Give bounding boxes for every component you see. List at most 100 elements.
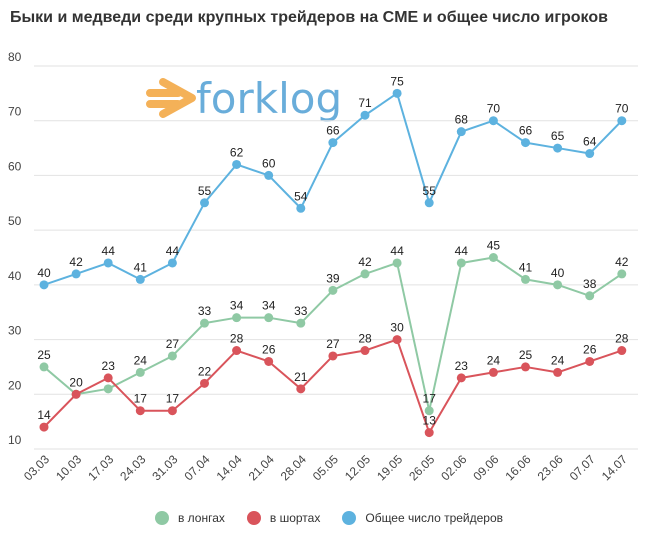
data-point [553, 367, 563, 377]
data-label: 24 [487, 353, 501, 367]
data-label: 55 [423, 184, 437, 198]
legend-swatch-icon [154, 511, 169, 525]
data-point [521, 362, 530, 372]
data-label: 28 [358, 332, 372, 346]
data-label: 55 [198, 184, 212, 198]
data-point [521, 138, 530, 148]
x-tick-label: 16.06 [502, 452, 533, 483]
legend-label: в шортах [269, 511, 321, 525]
legend: в лонгах в шортах Общее число трейдеров [0, 511, 658, 525]
data-label: 17 [134, 392, 148, 406]
data-point [232, 159, 242, 169]
data-label: 64 [583, 135, 597, 149]
data-label: 41 [519, 260, 533, 274]
data-point [392, 258, 402, 268]
data-point [456, 373, 466, 383]
data-label: 13 [423, 414, 437, 428]
data-point [424, 198, 434, 208]
data-point [328, 351, 338, 361]
data-label: 28 [230, 332, 244, 346]
x-tick-label: 07.04 [181, 452, 212, 483]
data-label: 24 [134, 353, 148, 367]
x-tick-label: 17.03 [85, 452, 116, 483]
series-3: 40 42 44 41 44 55 62 60 54 66 71 75 55 68 70 66 65 64 70 [37, 74, 629, 290]
x-tick-label: 14.07 [599, 452, 630, 483]
legend-swatch-icon [246, 511, 261, 525]
data-point [488, 367, 498, 377]
x-tick-label: 19.05 [374, 452, 405, 483]
data-point [200, 198, 209, 208]
data-point [264, 170, 274, 180]
data-point [553, 280, 563, 290]
data-label: 28 [615, 332, 629, 346]
data-label: 75 [390, 74, 404, 88]
data-label: 26 [262, 342, 276, 356]
series-2: 14 23 17 17 22 28 26 21 27 28 30 13 23 24 25 24 26 28 [37, 321, 629, 438]
data-label: 33 [294, 304, 308, 318]
legend-item: Общее число трейдеров [342, 511, 503, 525]
data-label: 70 [615, 102, 629, 116]
data-label: 44 [166, 244, 180, 258]
chart-title: Быки и медведи среди крупных трейдеров н… [10, 9, 608, 26]
data-point [71, 389, 81, 399]
y-axis: 10 20 30 40 50 60 70 80 [8, 50, 22, 447]
x-tick-label: 10.03 [53, 452, 84, 483]
data-label: 40 [551, 266, 565, 280]
data-point [456, 258, 466, 268]
legend-label: Общее число трейдеров [365, 511, 504, 525]
x-tick-label: 05.05 [310, 452, 341, 483]
data-point [135, 406, 145, 416]
data-label: 27 [166, 337, 180, 351]
data-label: 23 [455, 359, 469, 373]
y-tick-label: 60 [8, 159, 22, 173]
data-point [135, 367, 145, 377]
y-tick-label: 80 [8, 50, 22, 64]
data-label: 44 [455, 244, 469, 258]
series-1: 25 20 24 27 33 34 34 33 39 42 44 17 44 45 41 40 38 42 [37, 239, 629, 416]
legend-item: в шортах [246, 511, 321, 525]
data-point [488, 116, 498, 126]
data-label: 71 [358, 96, 372, 110]
data-point [521, 274, 530, 284]
x-tick-label: 09.06 [470, 452, 501, 483]
data-point [360, 269, 370, 279]
data-label: 26 [583, 342, 597, 356]
data-point [103, 384, 113, 394]
x-tick-label: 12.05 [342, 452, 373, 483]
data-point [200, 318, 209, 328]
data-label: 34 [230, 299, 244, 313]
data-label: 17 [423, 392, 437, 406]
x-tick-label: 14.04 [214, 452, 245, 483]
data-label: 62 [230, 145, 244, 159]
data-label: 24 [551, 353, 565, 367]
data-point [264, 313, 274, 323]
y-tick-label: 50 [8, 214, 22, 228]
data-label: 40 [37, 266, 51, 280]
data-label: 33 [198, 304, 212, 318]
series-group: 25 20 24 27 33 34 34 33 39 42 44 17 44 45 41 40 38 42 14 23… [37, 74, 629, 438]
data-label: 42 [615, 255, 629, 269]
data-label: 38 [583, 277, 597, 291]
data-label: 66 [519, 124, 533, 138]
data-label: 42 [69, 255, 83, 269]
x-tick-label: 02.06 [438, 452, 469, 483]
data-label: 25 [519, 348, 533, 362]
data-point [103, 373, 113, 383]
forklog-watermark-text: forklog [196, 74, 342, 123]
y-tick-label: 20 [8, 378, 22, 392]
data-label: 14 [37, 408, 51, 422]
x-tick-label: 21.04 [246, 452, 277, 483]
grid [34, 65, 638, 450]
data-point [424, 428, 434, 438]
y-tick-label: 10 [8, 433, 22, 447]
data-label: 23 [102, 359, 116, 373]
data-label: 68 [455, 113, 469, 127]
data-point [488, 253, 498, 262]
data-label: 70 [487, 102, 501, 116]
data-point [456, 127, 466, 137]
data-point [232, 346, 242, 356]
data-point [264, 356, 274, 366]
data-label: 42 [358, 255, 372, 269]
data-point [167, 406, 177, 416]
